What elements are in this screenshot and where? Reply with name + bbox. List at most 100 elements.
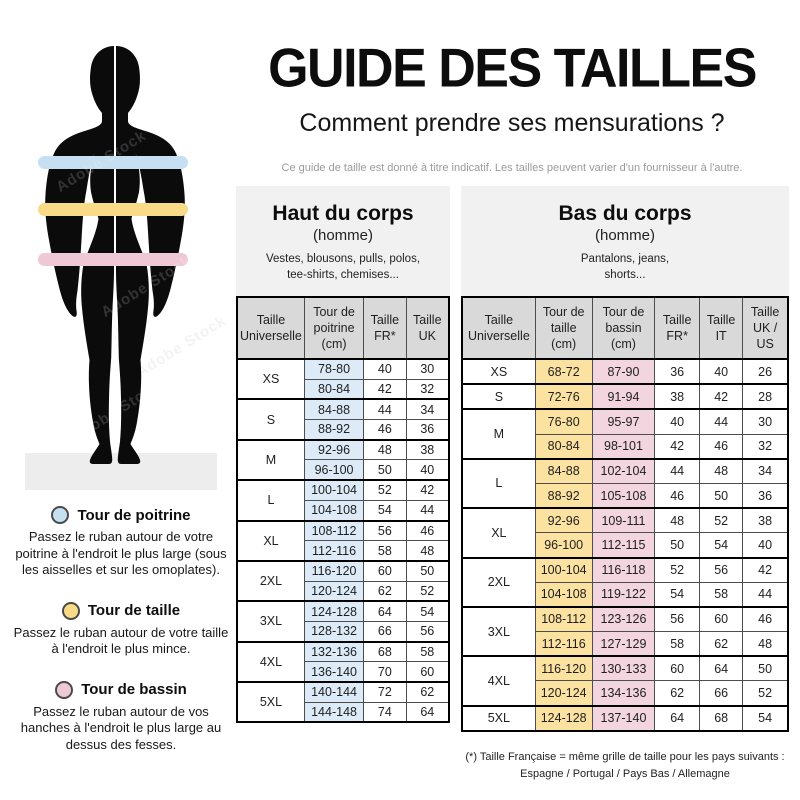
size-label: S	[236, 398, 305, 441]
table-row: 120-124 134-136 62 66 52	[462, 680, 789, 707]
size-label: 4XL	[236, 640, 305, 683]
table-cell: 30	[742, 408, 789, 435]
table-cell: 46	[742, 605, 789, 633]
table-cell: 38	[742, 507, 789, 534]
table-cell: 40	[742, 532, 789, 558]
table-row: XS 78-80 40 30	[236, 357, 450, 400]
table-cell: 60	[363, 559, 407, 582]
table-cell: 48	[405, 540, 450, 562]
size-footnote: (*) Taille Française = même grille de ta…	[461, 749, 789, 783]
table-cell: 60	[654, 655, 701, 682]
table-cell: 56	[405, 620, 450, 643]
page-subtitle: Comment prendre ses mensurations ?	[299, 108, 725, 137]
table-cell: 84-88	[534, 457, 593, 484]
table-cell: 62	[405, 680, 450, 703]
size-label: 5XL	[236, 680, 305, 723]
table-cell: 70	[363, 661, 407, 683]
table-cell: 72-76	[534, 383, 593, 410]
lower-body-gender: (homme)	[594, 227, 655, 244]
table-cell: 108-112	[303, 519, 365, 542]
table-cell: 119-122	[591, 581, 656, 608]
table-cell: 140-144	[303, 680, 365, 703]
column-header: Taille IT	[699, 296, 744, 360]
table-cell: 62	[363, 580, 407, 602]
table-cell: 58	[363, 540, 407, 562]
table-cell: 54	[405, 600, 450, 622]
table-row: 5XL 124-128 137-140 64 68 54	[461, 704, 789, 732]
table-cell: 40	[654, 408, 701, 435]
table-row: 112-116 127-129 58 62 48	[462, 631, 789, 657]
table-cell: 87-90	[591, 357, 656, 385]
table-cell: 116-118	[591, 556, 656, 583]
table-cell: 64	[405, 701, 450, 723]
table-cell: 38	[654, 383, 701, 410]
table-cell: 130-133	[591, 655, 656, 682]
table-cell: 127-129	[591, 631, 656, 657]
table-row: 96-100 112-115 50 54 40	[462, 532, 789, 558]
table-cell: 58	[699, 581, 744, 608]
table-cell: 32	[742, 433, 789, 460]
table-cell: 96-100	[534, 532, 593, 558]
table-row: 2XL 116-120 60 50	[236, 559, 450, 602]
table-cell: 26	[742, 357, 789, 385]
page-header: GUIDE DES TAILLES Comment prendre ses me…	[228, 40, 796, 174]
body-figure: Adobe Stock Adobe Stock Adobe Stock Adob…	[10, 8, 230, 498]
table-row: 104-108 119-122 54 58 44	[462, 581, 789, 608]
table-row: XL 92-96 109-111 48 52 38	[461, 507, 789, 559]
table-cell: 52	[699, 507, 744, 534]
upper-body-size-table: Taille Universelle Tour de poitrine (cm) T…	[236, 296, 450, 724]
legend-chest: Tour de poitrine Passez le ruban autour …	[10, 506, 232, 579]
column-header: Taille UK	[405, 296, 450, 360]
upper-body-gender: (homme)	[312, 227, 373, 244]
legend-chest-text: Passez le ruban autour de votre poitrine…	[15, 529, 227, 577]
legend-hips: Tour de bassin Passez le ruban autour de…	[10, 680, 232, 754]
waist-band	[38, 203, 188, 216]
table-cell: 66	[363, 620, 407, 643]
table-cell: 48	[699, 457, 744, 484]
table-row: XS 68-72 87-90 36 40 26	[461, 357, 789, 385]
table-cell: 60	[699, 605, 744, 633]
chest-band	[38, 156, 188, 169]
table-cell: 124-128	[534, 704, 593, 732]
hips-color-dot-icon	[55, 680, 74, 699]
table-row: 104-108 54 44	[237, 499, 450, 522]
column-header: Tour de bassin (cm)	[591, 296, 656, 360]
table-cell: 100-104	[303, 479, 365, 501]
table-cell: 112-116	[303, 540, 365, 562]
size-label: L	[236, 479, 305, 522]
upper-body-garments: Vestes, blousons, pulls, polos, tee-shir…	[265, 253, 421, 281]
table-cell: 108-112	[534, 605, 593, 633]
table-cell: 56	[699, 556, 744, 583]
table-cell: 36	[742, 482, 789, 509]
table-row: 88-92 105-108 46 50 36	[462, 482, 789, 509]
size-label: 4XL	[461, 655, 536, 707]
column-header: Tour de taille (cm)	[534, 296, 593, 360]
footnote-line-2: Espagne / Portugal / Pays Bas / Allemagn…	[520, 767, 730, 780]
table-cell: 54	[742, 704, 789, 732]
table-cell: 38	[405, 438, 450, 461]
table-cell: 137-140	[591, 704, 656, 732]
table-cell: 48	[363, 438, 407, 461]
table-row: 2XL 100-104 116-118 52 56 42	[461, 556, 789, 608]
table-cell: 128-132	[303, 620, 365, 643]
table-cell: 48	[654, 507, 701, 534]
table-cell: 56	[654, 605, 701, 633]
table-cell: 46	[405, 519, 450, 542]
table-cell: 68	[699, 704, 744, 732]
lower-body-panel: Bas du corps (homme) Pantalons, jeans, s…	[461, 186, 789, 783]
table-cell: 50	[742, 655, 789, 682]
table-row: M 76-80 95-97 40 44 30	[461, 408, 789, 460]
table-cell: 84-88	[303, 398, 365, 421]
table-cell: 100-104	[534, 556, 593, 583]
table-cell: 64	[699, 655, 744, 682]
size-label: M	[236, 438, 305, 481]
table-cell: 132-136	[303, 640, 365, 663]
size-label: XL	[461, 507, 536, 559]
upper-body-panel: Haut du corps (homme) Vestes, blousons, …	[236, 186, 450, 724]
size-label: 3XL	[461, 605, 536, 657]
table-cell: 46	[654, 482, 701, 509]
table-row: 3XL 124-128 64 54	[236, 600, 450, 643]
table-cell: 34	[742, 457, 789, 484]
table-cell: 36	[405, 419, 450, 441]
table-cell: 52	[405, 580, 450, 602]
